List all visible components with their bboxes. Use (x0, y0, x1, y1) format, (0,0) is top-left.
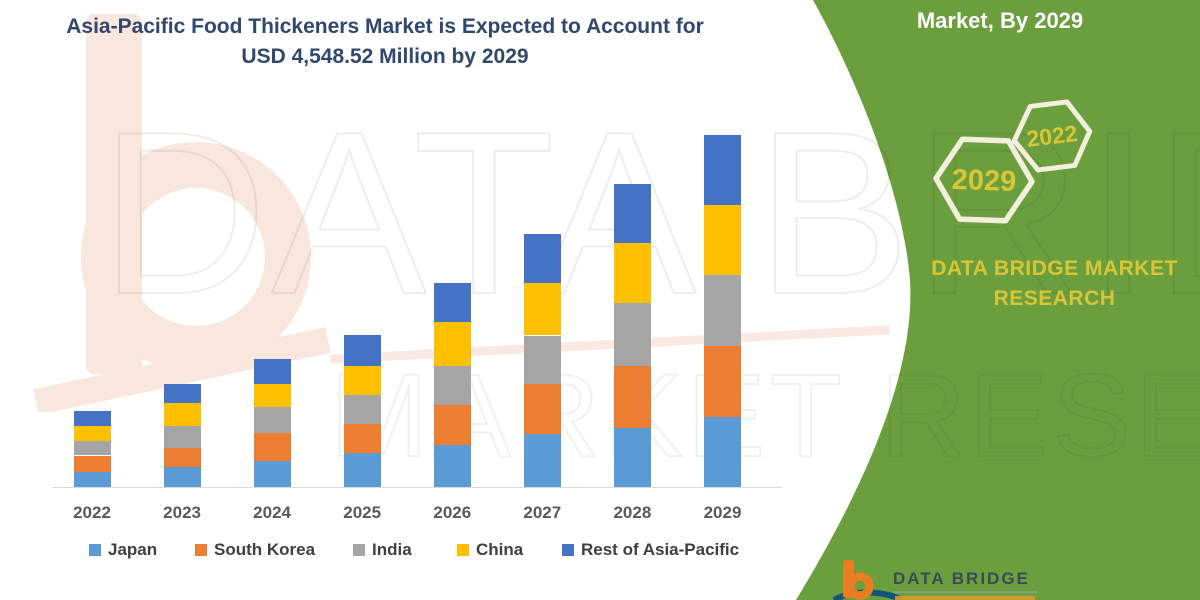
legend-item-rest-of-asia-pacific: Rest of Asia-Pacific (562, 540, 739, 560)
x-axis-label-2028: 2028 (613, 503, 652, 522)
watermark-text-line2: MARKET RESEARCH (329, 349, 1200, 483)
hexagon-2029: 2029 (933, 136, 1035, 224)
bar-2028-india (613, 302, 651, 366)
bar-2027-japan (523, 434, 561, 487)
footer-subtitle-clipped (895, 596, 1035, 600)
x-axis-label-2026: 2026 (433, 503, 472, 522)
legend-label-india: India (372, 540, 412, 559)
hexagon-2029-label: 2029 (951, 164, 1017, 198)
bar-2025-china (343, 366, 381, 396)
legend-label-south-korea: South Korea (214, 540, 316, 559)
bar-2024-rest-of-asia-pacific (253, 358, 291, 384)
bar-2024-south-korea (253, 433, 291, 462)
legend-swatch-south-korea (195, 544, 207, 556)
legend-label-rest-of-asia-pacific: Rest of Asia-Pacific (581, 540, 740, 559)
bar-2028-china (613, 242, 651, 303)
panel-brand-line2: RESEARCH (993, 287, 1116, 310)
x-axis-label-2024: 2024 (253, 503, 291, 522)
bar-2027-south-korea (523, 384, 561, 435)
footer-brand-text: DATA BRIDGE (893, 569, 1030, 588)
panel-brand-line1: DATA BRIDGE MARKET (931, 257, 1178, 280)
bar-2023-india (163, 426, 201, 448)
bar-2028-japan (613, 427, 651, 487)
legend-item-india: India (353, 540, 412, 560)
chart-title-line1: Asia-Pacific Food Thickeners Market is E… (66, 15, 704, 38)
x-axis-label-2027: 2027 (523, 503, 562, 522)
legend-swatch-japan (89, 544, 101, 556)
bar-2025-rest-of-asia-pacific (343, 334, 381, 367)
bar-2027-india (523, 335, 561, 385)
bar-2022-china (73, 426, 111, 442)
bar-2022-india (73, 441, 111, 456)
bar-2029-china (704, 205, 741, 275)
bar-2029-india (704, 274, 741, 347)
chart-title-line2: USD 4,548.52 Million by 2029 (241, 45, 529, 68)
bar-2024-india (253, 406, 291, 434)
bar-2025-japan (343, 452, 381, 487)
bar-2024-china (253, 384, 291, 407)
bar-2023-south-korea (163, 447, 201, 467)
footer-logo: DATA BRIDGE (830, 553, 1200, 600)
bar-2025-south-korea (343, 424, 381, 453)
bar-2023-japan (163, 466, 201, 487)
bar-2026-india (433, 366, 471, 406)
bar-2026-china (433, 322, 471, 367)
bar-2029-japan (704, 416, 741, 487)
watermark-b-logo-icon (33, 14, 331, 412)
bar-2024-japan (253, 461, 291, 487)
panel-brand-block: DATA BRIDGE MARKET RESEARCH (927, 254, 1182, 314)
bar-2022-south-korea (73, 455, 111, 473)
bar-2026-south-korea (433, 405, 471, 446)
bar-2025-india (343, 395, 381, 425)
x-axis-label-2023: 2023 (163, 503, 201, 522)
legend-label-china: China (476, 540, 524, 559)
hexagon-2022-label: 2022 (1025, 120, 1079, 152)
x-axis-label-2025: 2025 (343, 503, 382, 522)
hexagon-2022: 2022 (1011, 99, 1093, 173)
bar-2023-china (163, 403, 201, 426)
legend-item-south-korea: South Korea (195, 540, 315, 560)
bar-2029-rest-of-asia-pacific (704, 135, 741, 206)
bar-2026-japan (433, 445, 471, 487)
bar-2027-rest-of-asia-pacific (523, 233, 561, 283)
legend-item-japan: Japan (89, 540, 157, 560)
bar-2028-rest-of-asia-pacific (613, 183, 651, 243)
x-axis-line (52, 487, 782, 488)
bar-2022-japan (73, 472, 111, 487)
legend-swatch-rest-of-asia-pacific (562, 544, 574, 556)
footer-underline (893, 591, 1038, 593)
legend-swatch-india (353, 544, 365, 556)
x-axis-label-2029: 2029 (703, 503, 742, 522)
chart-title: Asia-Pacific Food Thickeners Market is E… (22, 12, 748, 72)
panel-heading: Market, By 2029 (916, 8, 1084, 33)
legend-swatch-china (457, 544, 469, 556)
legend-item-china: China (457, 540, 523, 560)
bar-2028-south-korea (613, 365, 651, 428)
bar-2026-rest-of-asia-pacific (433, 283, 471, 322)
x-axis-label-2022: 2022 (73, 503, 111, 522)
bar-2023-rest-of-asia-pacific (163, 384, 201, 404)
bar-2029-south-korea (704, 346, 741, 417)
bar-2022-rest-of-asia-pacific (73, 410, 111, 426)
legend-label-japan: Japan (108, 540, 158, 559)
bar-2027-china (523, 282, 561, 336)
